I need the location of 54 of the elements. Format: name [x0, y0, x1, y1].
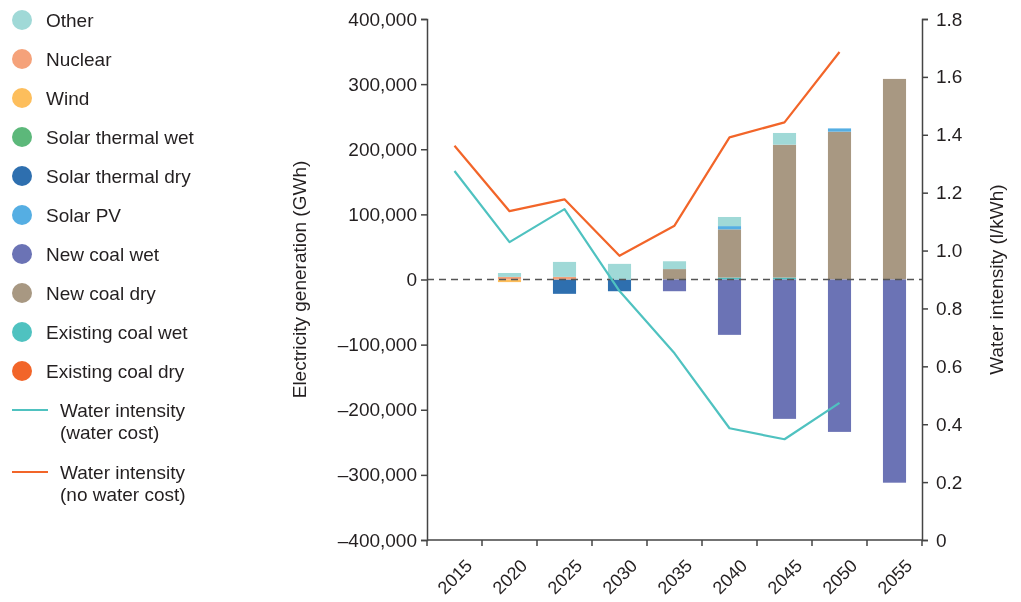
bar: [497, 272, 522, 277]
y-tick-label: 300,000: [348, 73, 417, 95]
y-tick-label: –200,000: [337, 399, 417, 421]
bar: [882, 78, 907, 280]
bar: [717, 279, 742, 335]
bar: [772, 132, 797, 145]
y2-tick-label: 0.8: [936, 298, 963, 320]
bar: [772, 144, 797, 278]
y2-tick-label: 1.6: [936, 66, 963, 88]
legend-label: Solar PV: [46, 204, 122, 226]
bar: [717, 226, 742, 230]
legend-label: New coal wet: [46, 243, 160, 265]
bar: [717, 216, 742, 227]
legend-label: Other: [46, 9, 95, 31]
bar: [772, 279, 797, 419]
bar: [882, 279, 907, 483]
legend-label: Solar thermal dry: [46, 165, 192, 187]
y-tick-label: –100,000: [337, 334, 417, 356]
legend-label: Water intensity (water cost): [60, 399, 186, 444]
y-tick-label: –300,000: [337, 464, 417, 486]
bar: [717, 229, 742, 278]
bar: [662, 279, 687, 292]
y2-axis-title: Water intensity (l/kWh): [986, 184, 1007, 375]
bar: [827, 279, 852, 432]
y2-tick-label: 1.2: [936, 182, 963, 204]
y2-tick-label: 0.6: [936, 355, 963, 377]
y2-tick-label: 0.4: [936, 413, 963, 435]
y-axis-title: Electricity generation (GWh): [289, 160, 310, 399]
y2-tick-label: 1.0: [936, 240, 963, 262]
bar: [552, 261, 577, 277]
y-tick-label: 400,000: [348, 8, 417, 30]
bar: [662, 261, 687, 270]
legend-label: Nuclear: [46, 48, 113, 70]
y2-tick-label: 1.8: [936, 8, 963, 30]
line-series: [453, 169, 841, 441]
bar: [827, 128, 852, 132]
bar: [552, 279, 577, 294]
y2-tick-label: 0.2: [936, 471, 963, 493]
y-tick-label: 0: [406, 269, 417, 291]
legend-label: New coal dry: [46, 282, 157, 304]
y2-tick-label: 0: [936, 529, 947, 551]
y2-tick-label: 1.4: [936, 124, 963, 146]
bar: [607, 263, 632, 280]
legend-label: Existing coal dry: [46, 360, 185, 382]
legend-label: Water intensity (no water cost): [60, 461, 186, 506]
bar: [827, 131, 852, 280]
legend-label: Existing coal wet: [46, 321, 189, 343]
line-series: [453, 50, 841, 257]
bar: [662, 269, 687, 280]
y-tick-label: –400,000: [337, 529, 417, 551]
y-tick-label: 200,000: [348, 138, 417, 160]
y-tick-label: 100,000: [348, 203, 417, 225]
legend-label: Solar thermal wet: [46, 126, 195, 148]
legend-label: Wind: [46, 87, 90, 109]
